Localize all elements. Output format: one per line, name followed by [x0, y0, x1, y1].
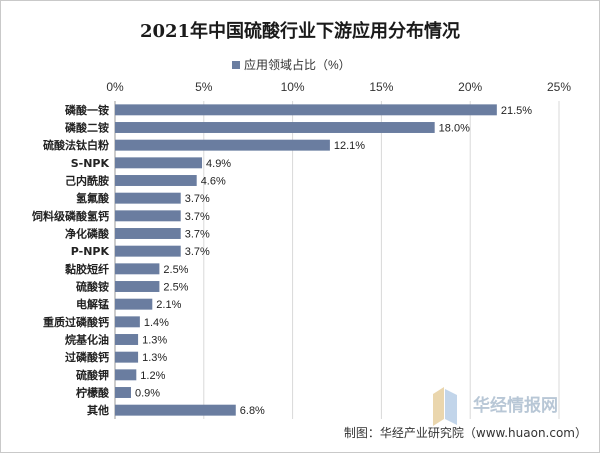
x-tick-label: 5% [195, 80, 213, 94]
watermark: 华经情报网 [433, 387, 558, 426]
category-label: 磷酸一铵 [65, 103, 109, 117]
bar [115, 139, 330, 151]
value-label: 2.5% [163, 264, 188, 276]
value-label: 0.9% [135, 388, 160, 400]
category-label: 己内酰胺 [65, 174, 109, 188]
value-label: 4.6% [201, 176, 226, 188]
bar [115, 104, 497, 116]
bar [115, 228, 181, 239]
value-label: 1.3% [142, 335, 167, 347]
category-label: 硫酸铵 [76, 280, 109, 294]
category-label: 净化磷酸 [65, 227, 110, 241]
category-label: S-NPK [71, 157, 110, 170]
value-label: 18.0% [439, 123, 470, 135]
source-credit: 制图：华经产业研究院（www.huaon.com） [344, 425, 587, 440]
value-labels: 21.5% 18.0% 12.1% 4.9% 4.6% 3.7% 3.7% 3.7% 3.7% 2… [135, 105, 532, 417]
category-label: 烷基化油 [65, 333, 109, 347]
value-label: 3.7% [185, 246, 210, 258]
value-label: 12.1% [334, 140, 365, 152]
bar [115, 245, 181, 257]
bar [115, 387, 131, 398]
value-label: 2.1% [156, 299, 181, 311]
category-label: 硫酸法钛白粉 [43, 138, 109, 152]
watermark-logo-icon-right [445, 389, 457, 425]
bar [115, 369, 137, 381]
legend-label: 应用领域占比（%） [244, 57, 351, 72]
bar [115, 298, 153, 310]
value-label: 1.2% [140, 370, 165, 382]
category-label: 柠檬酸 [76, 386, 110, 400]
legend-swatch [232, 61, 240, 69]
bar [115, 316, 140, 328]
bar [115, 351, 139, 363]
value-label: 4.9% [206, 158, 231, 170]
category-label: 硫酸钾 [76, 368, 109, 382]
value-label: 6.8% [240, 405, 265, 417]
category-label: 重质过磷酸钙 [43, 315, 109, 329]
bar [115, 157, 203, 169]
category-label: 其他 [87, 403, 109, 417]
bar [115, 281, 160, 292]
category-label: 电解锰 [76, 297, 109, 311]
category-label: 过磷酸钙 [65, 350, 109, 364]
category-label: 饲料级磷酸氢钙 [31, 209, 109, 223]
value-label: 3.7% [185, 229, 210, 241]
category-label: 磷酸二铵 [65, 121, 109, 135]
x-tick-label: 20% [458, 80, 482, 94]
value-label: 3.7% [185, 193, 210, 205]
category-label: 黏胶短纤 [65, 262, 109, 276]
value-label: 21.5% [501, 105, 532, 117]
bar [115, 192, 181, 204]
chart-title: 2021年中国硫酸行业下游应用分布情况 [140, 20, 460, 42]
category-label: P-NPK [71, 245, 110, 258]
grid-lines [114, 101, 560, 419]
bar [115, 122, 435, 133]
x-tick-label: 10% [281, 80, 305, 94]
value-label: 3.7% [185, 211, 210, 223]
value-label: 1.3% [142, 352, 167, 364]
value-label: 2.5% [163, 282, 188, 294]
bar [115, 404, 236, 416]
watermark-name: 华经情报网 [473, 395, 558, 416]
value-label: 1.4% [144, 317, 169, 329]
watermark-logo-icon [433, 387, 444, 426]
bars [115, 104, 497, 416]
bar [115, 175, 197, 186]
bar [115, 210, 181, 222]
x-tick-label: 15% [369, 80, 393, 94]
bar [115, 263, 160, 275]
bar [115, 334, 139, 345]
category-label: 氢氟酸 [76, 191, 110, 205]
x-tick-label: 0% [106, 80, 124, 94]
x-tick-label: 25% [547, 80, 571, 94]
x-axis-ticks: 0% 5% 10% 15% 20% 25% [106, 80, 571, 94]
